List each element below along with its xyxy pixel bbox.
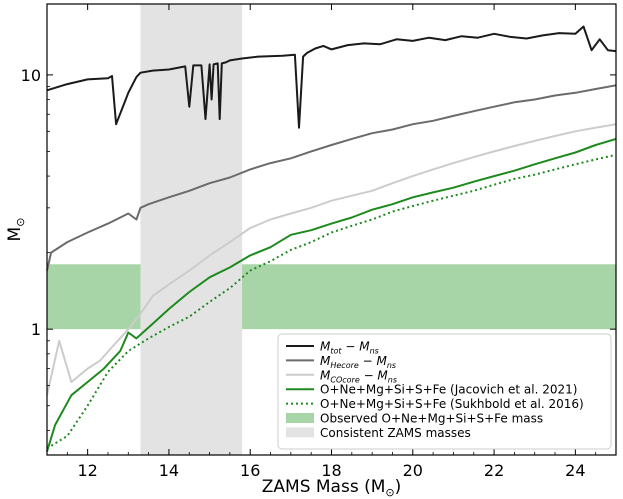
- series-line-3: [46, 137, 617, 452]
- series-line-4: [46, 153, 617, 450]
- series-line-2: [46, 123, 617, 396]
- y-tick-label: 1: [31, 320, 41, 339]
- x-tick-label: 18: [321, 461, 341, 480]
- x-axis-label-sun: ⊙: [385, 486, 394, 499]
- legend-band-label-1: Consistent ZAMS masses: [320, 426, 471, 440]
- x-tick-label: 20: [403, 461, 423, 480]
- band-consistent-zams: [140, 4, 243, 455]
- x-axis-label-close: ): [395, 477, 402, 497]
- x-tick-label: 24: [565, 461, 585, 480]
- legend-label-3: O+Ne+Mg+Si+S+Fe (Jacovich et al. 2021): [320, 383, 577, 397]
- y-tick-label: 10: [21, 66, 41, 85]
- x-tick-label: 12: [77, 461, 97, 480]
- legend-label-0: Mtot − Mns: [320, 340, 379, 356]
- legend-label-4: O+Ne+Mg+Si+S+Fe (Sukhbold et al. 2016): [320, 397, 584, 411]
- legend-band-swatch-0: [286, 413, 314, 423]
- legend-frame: [277, 333, 612, 450]
- series-line-0: [46, 25, 617, 129]
- x-axis-ticks: 12 14 16 18 20 22 24: [46, 4, 617, 480]
- series-layer: [46, 25, 617, 452]
- legend-band-label-0: Observed O+Ne+Mg+Si+S+Fe mass: [320, 412, 543, 426]
- x-axis-label-main: ZAMS Mass (M: [262, 477, 386, 497]
- x-tick-label: 14: [159, 461, 179, 480]
- series-line-1: [46, 84, 617, 271]
- x-tick-label: 22: [484, 461, 504, 480]
- y-axis-label: M⊙: [5, 218, 27, 242]
- y-axis-label-main: M: [5, 227, 25, 242]
- y-axis-ticks: 1 10: [21, 66, 616, 431]
- band-observed-mass: [47, 264, 616, 330]
- y-axis-label-sun: ⊙: [14, 218, 27, 227]
- x-tick-label: 16: [240, 461, 260, 480]
- legend-label-1: MHecore − Mns: [320, 354, 396, 370]
- x-axis-label: ZAMS Mass (M⊙): [262, 477, 402, 499]
- legend-label-2: MCOcore − Mns: [320, 368, 397, 384]
- legend-band-swatch-1: [286, 427, 314, 438]
